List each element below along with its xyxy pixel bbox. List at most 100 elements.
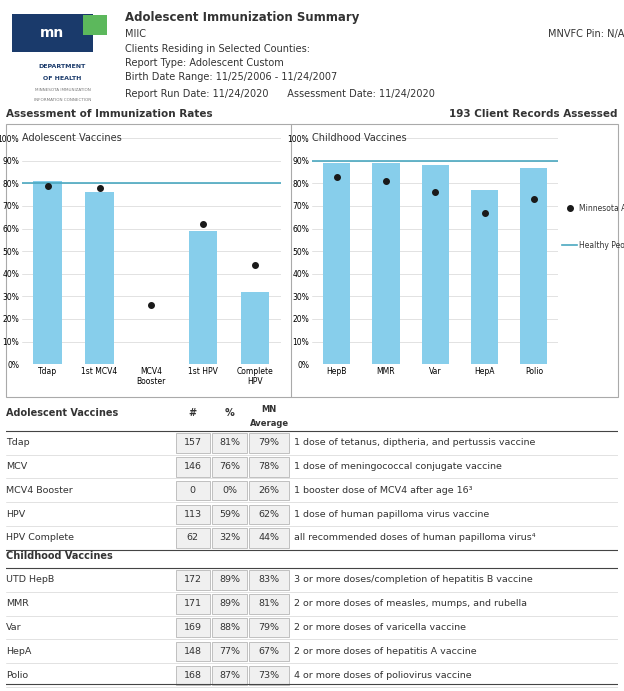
Text: Report Run Date: 11/24/2020      Assessment Date: 11/24/2020: Report Run Date: 11/24/2020 Assessment D… (125, 89, 435, 99)
Text: INFORMATION CONNECTION: INFORMATION CONNECTION (34, 98, 91, 102)
Text: 2 or more doses of hepatitis A vaccine: 2 or more doses of hepatitis A vaccine (294, 647, 476, 656)
Text: Var: Var (6, 623, 22, 632)
Text: MINNESOTA IMMUNIZATION: MINNESOTA IMMUNIZATION (34, 88, 90, 92)
Text: %: % (225, 408, 235, 418)
Text: UTD HepB: UTD HepB (6, 576, 54, 585)
FancyBboxPatch shape (212, 529, 246, 548)
Text: 193 Client Records Assessed: 193 Client Records Assessed (449, 109, 618, 120)
Text: 1 dose of meningococcal conjugate vaccine: 1 dose of meningococcal conjugate vaccin… (294, 462, 502, 471)
Text: MNVFC Pin: N/A: MNVFC Pin: N/A (548, 29, 624, 39)
Text: 146: 146 (183, 462, 202, 471)
Text: 169: 169 (183, 623, 202, 632)
Text: 32%: 32% (219, 533, 240, 542)
Text: 171: 171 (183, 599, 202, 608)
FancyBboxPatch shape (175, 529, 210, 548)
Text: OF HEALTH: OF HEALTH (43, 75, 82, 81)
Text: 89%: 89% (219, 576, 240, 585)
Bar (422, 165, 449, 364)
Text: Adolescent Vaccines: Adolescent Vaccines (22, 133, 122, 142)
Text: 77%: 77% (219, 647, 240, 656)
Text: all recommended doses of human papilloma virus⁴: all recommended doses of human papilloma… (294, 533, 535, 542)
Text: Clients Residing in Selected Counties:: Clients Residing in Selected Counties: (125, 44, 310, 54)
Text: 2 or more doses of measles, mumps, and rubella: 2 or more doses of measles, mumps, and r… (294, 599, 527, 608)
Text: 1 dose of tetanus, diptheria, and pertussis vaccine: 1 dose of tetanus, diptheria, and pertus… (294, 438, 535, 447)
Text: MN: MN (261, 405, 277, 414)
FancyBboxPatch shape (175, 481, 210, 500)
Text: MCV: MCV (6, 462, 27, 471)
Text: 73%: 73% (258, 670, 280, 679)
FancyBboxPatch shape (212, 570, 246, 590)
FancyBboxPatch shape (175, 457, 210, 477)
FancyBboxPatch shape (249, 504, 290, 524)
Text: 81%: 81% (259, 599, 280, 608)
FancyBboxPatch shape (175, 665, 210, 685)
Text: Average: Average (250, 419, 289, 428)
FancyBboxPatch shape (249, 665, 290, 685)
FancyBboxPatch shape (175, 570, 210, 590)
Text: 44%: 44% (259, 533, 280, 542)
Text: 87%: 87% (219, 670, 240, 679)
FancyBboxPatch shape (175, 642, 210, 661)
FancyBboxPatch shape (175, 594, 210, 614)
Text: Healthy People 2020: Healthy People 2020 (580, 241, 624, 250)
Bar (34, 181, 62, 364)
FancyBboxPatch shape (12, 14, 93, 52)
FancyBboxPatch shape (212, 504, 246, 524)
Bar (373, 163, 399, 364)
Bar (471, 190, 498, 364)
FancyBboxPatch shape (249, 618, 290, 638)
Text: Polio: Polio (6, 670, 28, 679)
Text: 1 dose of human papilloma virus vaccine: 1 dose of human papilloma virus vaccine (294, 510, 489, 519)
Bar (520, 168, 547, 364)
Text: 0: 0 (190, 486, 196, 495)
Text: MCV4 Booster: MCV4 Booster (6, 486, 73, 495)
Text: Birth Date Range: 11/25/2006 - 11/24/2007: Birth Date Range: 11/25/2006 - 11/24/200… (125, 72, 337, 82)
Text: 89%: 89% (219, 599, 240, 608)
FancyBboxPatch shape (212, 433, 246, 453)
FancyBboxPatch shape (175, 433, 210, 453)
FancyBboxPatch shape (249, 642, 290, 661)
Text: 67%: 67% (259, 647, 280, 656)
Bar (85, 192, 114, 364)
Text: 0%: 0% (222, 486, 237, 495)
Text: 172: 172 (183, 576, 202, 585)
Text: 59%: 59% (219, 510, 240, 519)
FancyBboxPatch shape (212, 457, 246, 477)
FancyBboxPatch shape (249, 594, 290, 614)
Text: Minnesota Average ¹: Minnesota Average ¹ (580, 204, 624, 213)
Text: Report Type: Adolescent Custom: Report Type: Adolescent Custom (125, 58, 283, 68)
Bar (241, 292, 269, 364)
Text: 4 or more doses of poliovirus vaccine: 4 or more doses of poliovirus vaccine (294, 670, 471, 679)
FancyBboxPatch shape (212, 642, 246, 661)
Text: Childhood Vaccines: Childhood Vaccines (312, 133, 407, 142)
Text: DEPARTMENT: DEPARTMENT (39, 64, 86, 68)
Text: 88%: 88% (219, 623, 240, 632)
FancyBboxPatch shape (212, 665, 246, 685)
Text: 62: 62 (187, 533, 199, 542)
Text: #: # (188, 408, 197, 418)
Text: 2 or more doses of varicella vaccine: 2 or more doses of varicella vaccine (294, 623, 466, 632)
Text: Childhood Vaccines: Childhood Vaccines (6, 551, 113, 561)
FancyBboxPatch shape (212, 618, 246, 638)
Text: 76%: 76% (219, 462, 240, 471)
Text: 79%: 79% (259, 623, 280, 632)
FancyBboxPatch shape (212, 481, 246, 500)
Text: 1 booster dose of MCV4 after age 16³: 1 booster dose of MCV4 after age 16³ (294, 486, 472, 495)
FancyBboxPatch shape (175, 618, 210, 638)
FancyBboxPatch shape (249, 457, 290, 477)
Text: Tdap: Tdap (6, 438, 30, 447)
Text: 148: 148 (183, 647, 202, 656)
Text: 168: 168 (183, 670, 202, 679)
Text: 78%: 78% (259, 462, 280, 471)
Text: 113: 113 (183, 510, 202, 519)
Text: 157: 157 (183, 438, 202, 447)
FancyBboxPatch shape (82, 15, 107, 35)
Text: HepA: HepA (6, 647, 32, 656)
Text: MMR: MMR (6, 599, 29, 608)
FancyBboxPatch shape (249, 529, 290, 548)
Text: 79%: 79% (259, 438, 280, 447)
Text: 26%: 26% (259, 486, 280, 495)
FancyBboxPatch shape (212, 594, 246, 614)
Text: Adolescent Vaccines: Adolescent Vaccines (6, 408, 119, 418)
Bar (323, 163, 350, 364)
